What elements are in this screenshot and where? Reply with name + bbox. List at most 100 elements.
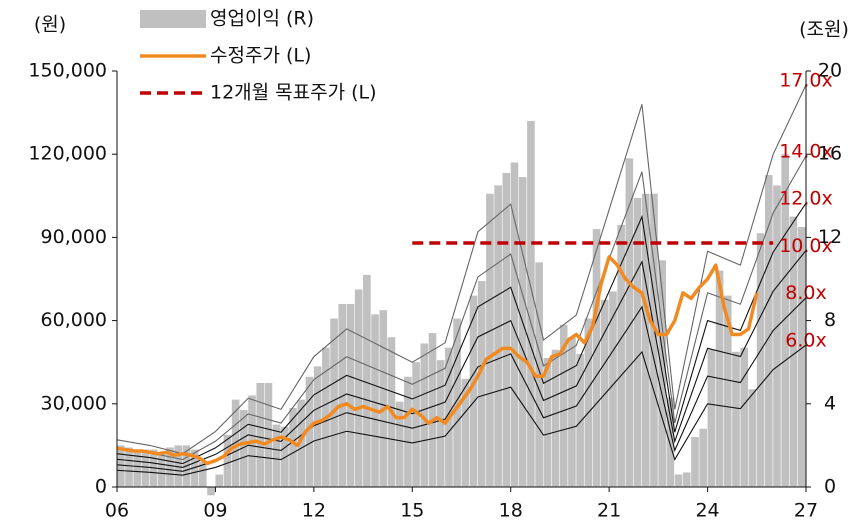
bar — [436, 360, 445, 487]
bar — [412, 362, 420, 487]
bar — [453, 318, 461, 487]
bar — [617, 224, 625, 488]
bar — [125, 447, 133, 487]
bar — [494, 185, 502, 487]
bar — [674, 474, 683, 487]
bar — [559, 324, 568, 487]
bar — [371, 314, 379, 487]
y2-tick-label: 8 — [824, 309, 836, 331]
bar — [264, 383, 273, 487]
bar — [732, 351, 740, 487]
y2-tick-label: 0 — [824, 476, 836, 498]
bar — [469, 295, 478, 487]
bar — [215, 474, 224, 487]
x-tick-label: 09 — [203, 500, 227, 522]
bar — [518, 177, 527, 487]
bar — [166, 447, 174, 487]
bar — [723, 295, 732, 487]
bar — [797, 227, 806, 487]
price-line — [116, 255, 759, 466]
bar — [272, 424, 281, 487]
bar — [231, 399, 240, 487]
bar — [133, 449, 142, 487]
legend-label: 영업이익 (R) — [210, 8, 314, 30]
bar — [289, 407, 297, 487]
bar — [633, 197, 642, 487]
bar — [313, 366, 322, 487]
bar — [502, 172, 511, 488]
bar — [584, 318, 593, 487]
x-tick-label: 27 — [794, 500, 818, 522]
bar — [551, 349, 560, 487]
bar — [699, 428, 707, 487]
y2-tick-label: 4 — [824, 392, 836, 414]
bar — [477, 281, 486, 487]
bar — [174, 445, 183, 487]
bar — [691, 437, 699, 487]
bar — [338, 303, 347, 487]
x-tick-label: 18 — [499, 500, 523, 522]
bar — [748, 389, 757, 487]
bar — [576, 353, 584, 487]
pe-band-line — [116, 84, 807, 455]
y2-tick-label: 12 — [818, 226, 842, 248]
y-tick-label: 0 — [95, 476, 107, 498]
bar — [592, 229, 601, 487]
bar — [420, 343, 429, 487]
bar — [486, 193, 494, 487]
pe-band-line — [116, 250, 807, 469]
y-tick-label: 60,000 — [41, 309, 107, 331]
bar — [740, 347, 748, 487]
y-tick-label: 90,000 — [41, 226, 107, 248]
bar — [510, 162, 519, 487]
bar — [773, 185, 781, 487]
x-tick-label: 06 — [105, 500, 129, 522]
x-tick-label: 21 — [597, 500, 621, 522]
bar — [117, 445, 125, 487]
bar — [190, 449, 199, 487]
y2-tick-label: 20 — [818, 60, 842, 82]
bar — [764, 175, 773, 487]
bar — [354, 289, 363, 487]
bar — [650, 193, 658, 487]
bar — [297, 399, 306, 487]
bar — [707, 349, 716, 487]
y-tick-label: 120,000 — [28, 143, 107, 165]
x-tick-label: 15 — [400, 500, 424, 522]
bar — [240, 410, 248, 487]
bar — [682, 472, 691, 487]
bar — [527, 120, 535, 488]
bar — [609, 291, 617, 487]
y2-tick-label: 16 — [818, 143, 842, 165]
bar — [223, 435, 232, 487]
pe-band-line — [116, 155, 807, 461]
y-tick-label: 150,000 — [28, 60, 107, 82]
bar — [141, 449, 150, 487]
bar — [379, 310, 388, 487]
bar — [461, 378, 470, 487]
y2-axis-label: (조원) — [799, 19, 849, 41]
bar — [256, 383, 265, 487]
bar — [305, 376, 314, 487]
bar — [404, 376, 412, 487]
bar — [756, 233, 765, 487]
legend-label: 12개월 목표주가 (L) — [210, 82, 377, 104]
y-tick-label: 30,000 — [41, 392, 107, 414]
bar — [543, 358, 552, 487]
bar — [330, 318, 338, 487]
x-tick-label: 24 — [695, 500, 719, 522]
bar — [363, 274, 371, 487]
x-tick-label: 12 — [302, 500, 326, 522]
legend-label: 수정주가 (L) — [210, 45, 311, 67]
bar — [568, 337, 576, 487]
bar — [428, 333, 437, 487]
y-axis-label: (원) — [34, 14, 66, 36]
bar — [641, 193, 650, 487]
bar — [207, 487, 215, 496]
pe-band-line — [116, 297, 807, 472]
bar — [666, 397, 675, 487]
bar — [789, 216, 798, 487]
pe-band-line — [116, 202, 807, 465]
bar — [199, 462, 207, 487]
